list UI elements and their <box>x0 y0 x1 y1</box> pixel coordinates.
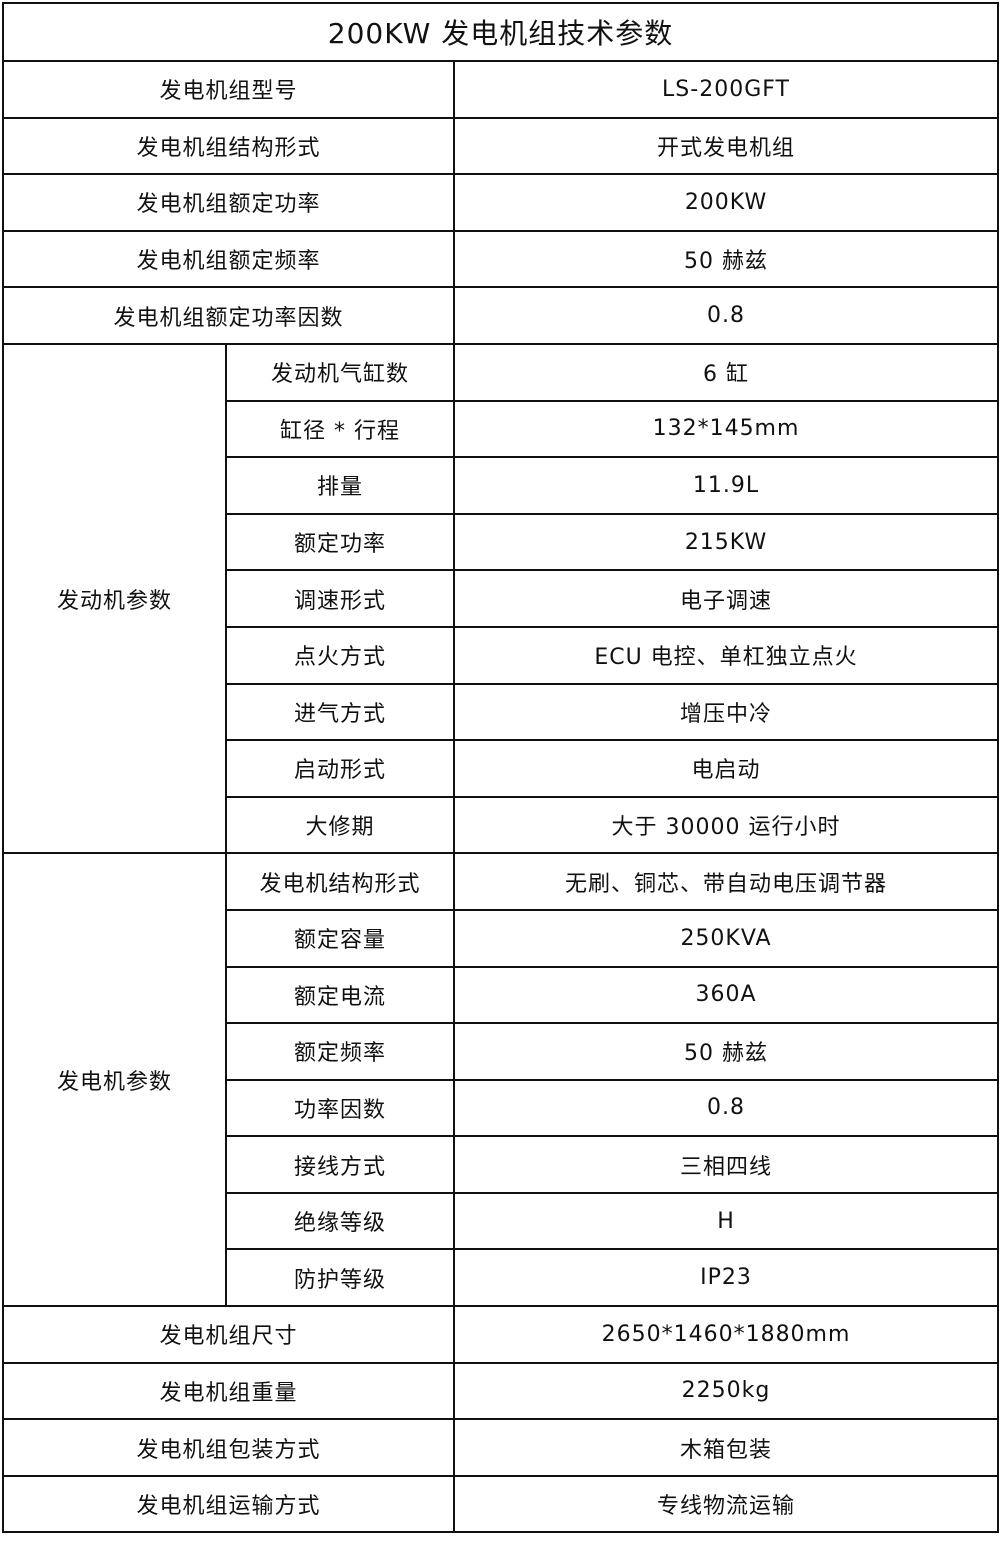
row-value: 三相四线 <box>452 1135 1000 1194</box>
row-label: 额定频率 <box>225 1022 455 1081</box>
row-value: ECU 电控、单杠独立点火 <box>452 625 1000 685</box>
row-label: 接线方式 <box>225 1135 455 1194</box>
row-label: 发电机组结构形式 <box>2 116 455 176</box>
row-label: 发电机组运输方式 <box>2 1474 455 1534</box>
table-row: 启动形式 电启动 <box>3 739 1000 798</box>
table-row: 发动机参数 发动机气缸数 6 缸 <box>2 342 1000 855</box>
table-row: 发电机组包装方式 木箱包装 <box>2 1418 1000 1477</box>
row-value: 11.9L <box>452 456 1000 515</box>
table-title: 200KW 发电机组技术参数 <box>1 2 1000 62</box>
table-row: 发电机组运输方式 专线物流运输 <box>2 1474 1000 1534</box>
row-label: 额定功率 <box>225 512 455 572</box>
row-label: 发电机组包装方式 <box>2 1418 455 1477</box>
table-row: 功率因数 0.8 <box>3 1078 1000 1138</box>
row-value: 专线物流运输 <box>452 1474 1000 1534</box>
row-value: 2250kg <box>452 1361 1000 1421</box>
row-value: LS-200GFT <box>452 60 1000 119</box>
row-label: 排量 <box>225 456 455 515</box>
row-value: 开式发电机组 <box>452 116 1000 176</box>
table-row: 大修期 大于 30000 运行小时 <box>3 795 1000 855</box>
group-label: 发动机参数 <box>2 342 227 855</box>
table-row: 发电机组型号 LS-200GFT <box>2 60 1000 119</box>
row-label: 发电机组尺寸 <box>2 1305 455 1364</box>
row-value: 215KW <box>452 512 1000 572</box>
row-value: 200KW <box>452 173 1000 232</box>
table-row: 排量 11.9L <box>3 456 1000 515</box>
row-label: 防护等级 <box>225 1248 455 1308</box>
table-row: 防护等级 IP23 <box>3 1248 1000 1308</box>
row-label: 发电机组额定功率 <box>2 173 455 232</box>
row-value: 木箱包装 <box>452 1418 1000 1477</box>
table-row: 发电机组尺寸 2650*1460*1880mm <box>2 1305 1000 1364</box>
table-row: 发电机组额定功率 200KW <box>2 173 1000 232</box>
row-value: 50 赫兹 <box>452 229 1000 289</box>
row-value: 增压中冷 <box>452 682 1000 742</box>
row-value: H <box>452 1191 1000 1251</box>
row-label: 发电机组重量 <box>2 1361 455 1421</box>
row-value: 50 赫兹 <box>452 1022 1000 1081</box>
row-label: 额定容量 <box>225 908 455 968</box>
row-label: 发电机组额定频率 <box>2 229 455 289</box>
table-row: 进气方式 增压中冷 <box>3 682 1000 742</box>
table-row: 额定电流 360A <box>3 965 1000 1025</box>
row-label: 大修期 <box>225 795 455 855</box>
table-row: 接线方式 三相四线 <box>3 1135 1000 1194</box>
row-value: 大于 30000 运行小时 <box>452 795 1000 855</box>
table-row: 点火方式 ECU 电控、单杠独立点火 <box>3 625 1000 685</box>
row-label: 调速形式 <box>225 569 455 628</box>
table-row: 发电机组重量 2250kg <box>2 1361 1000 1421</box>
table-row: 发电机组额定频率 50 赫兹 <box>2 229 1000 289</box>
row-value: 2650*1460*1880mm <box>452 1305 1000 1364</box>
row-value: 无刷、铜芯、带自动电压调节器 <box>452 852 1000 911</box>
row-value: 360A <box>452 965 1000 1025</box>
row-value: 0.8 <box>452 1078 1000 1138</box>
table-row: 发电机参数 发电机结构形式 无刷、铜芯、带自动电压调节器 <box>2 852 1000 1308</box>
group-label: 发电机参数 <box>2 852 227 1308</box>
row-value: IP23 <box>452 1248 1000 1308</box>
row-label: 功率因数 <box>225 1078 455 1138</box>
table-row: 额定频率 50 赫兹 <box>3 1022 1000 1081</box>
table-row: 缸径 * 行程 132*145mm <box>3 399 1000 459</box>
row-label: 发动机气缸数 <box>225 342 455 402</box>
row-label: 发电机结构形式 <box>225 852 455 911</box>
table-row: 调速形式 电子调速 <box>3 569 1000 628</box>
row-label: 缸径 * 行程 <box>225 399 455 459</box>
row-value: 132*145mm <box>452 399 1000 459</box>
row-label: 额定电流 <box>225 965 455 1025</box>
row-label: 启动形式 <box>225 739 455 798</box>
table-row: 发电机组额定功率因数 0.8 <box>2 286 1000 345</box>
row-label: 进气方式 <box>225 682 455 742</box>
row-value: 0.8 <box>452 286 1000 345</box>
row-label: 发电机组额定功率因数 <box>2 286 455 345</box>
table-row: 额定功率 215KW <box>3 512 1000 572</box>
row-label: 绝缘等级 <box>225 1191 455 1251</box>
row-label: 点火方式 <box>225 625 455 685</box>
row-label: 发电机组型号 <box>2 60 455 119</box>
row-value: 电启动 <box>452 739 1000 798</box>
table-row: 额定容量 250KVA <box>3 908 1000 968</box>
row-value: 250KVA <box>452 908 1000 968</box>
row-value: 电子调速 <box>452 569 1000 628</box>
row-value: 6 缸 <box>452 342 1000 402</box>
table-row: 发电机组结构形式 开式发电机组 <box>2 116 1000 176</box>
table-row: 绝缘等级 H <box>3 1191 1000 1251</box>
